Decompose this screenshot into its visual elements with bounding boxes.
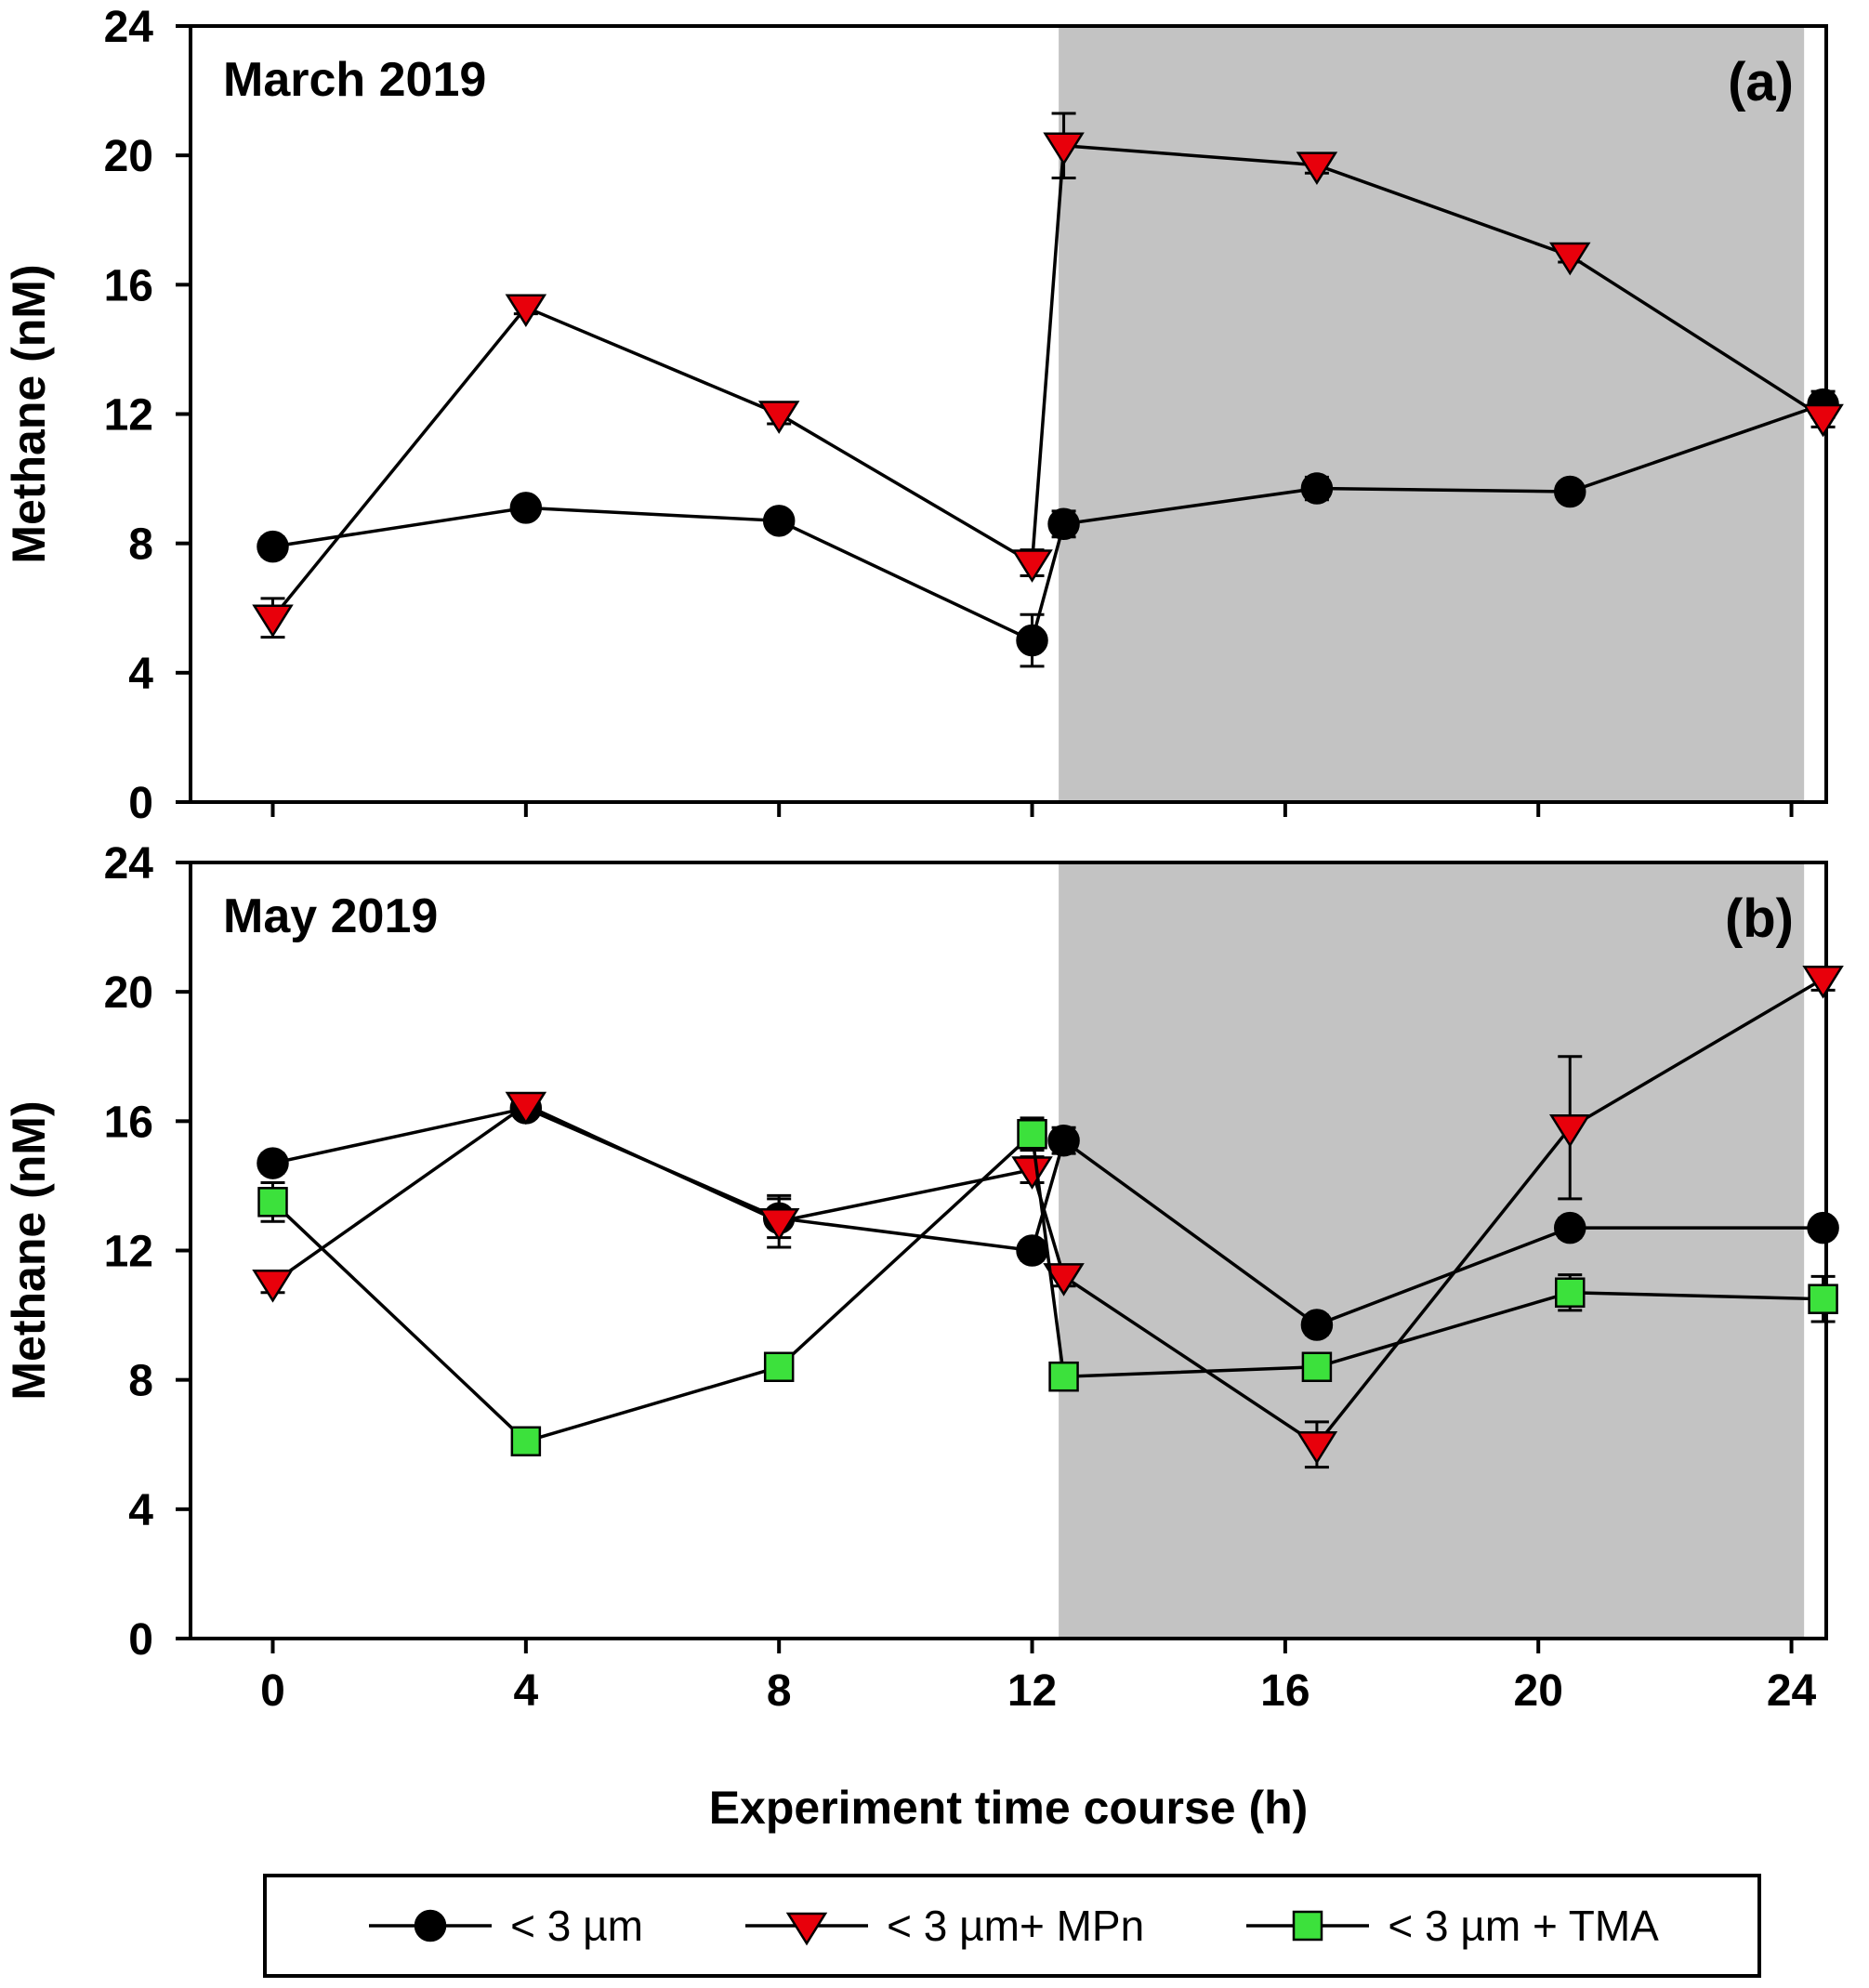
square-legend-icon — [1246, 1910, 1370, 1942]
legend-item: < 3 µm+ MPn — [742, 1900, 1144, 1952]
shaded-night-region — [1059, 26, 1805, 802]
y-tick-label: 4 — [128, 650, 153, 699]
series-3-m-mpn — [252, 966, 1844, 1469]
circle-marker — [762, 505, 796, 537]
circle-marker — [1300, 1309, 1334, 1341]
triangle-down-marker — [1296, 1431, 1338, 1465]
square-marker — [1017, 1119, 1047, 1150]
triangle-down-marker — [1296, 151, 1338, 185]
y-tick-label: 24 — [104, 3, 154, 52]
circle-marker — [1554, 475, 1586, 508]
triangle-down-marker — [1802, 403, 1844, 438]
x-tick-label: 12 — [1007, 1666, 1057, 1716]
square-marker — [1293, 1910, 1323, 1942]
square-marker — [763, 1351, 795, 1382]
y-tick-label: 4 — [128, 1486, 153, 1535]
triangle-down-marker — [1011, 549, 1053, 583]
x-tick-label: 0 — [260, 1666, 285, 1716]
square-marker — [257, 1187, 288, 1218]
legend-item: < 3 µm + TMA — [1243, 1900, 1659, 1952]
panel-title: March 2019 — [223, 53, 486, 107]
series-line — [271, 977, 1824, 1447]
y-tick-label: 24 — [104, 839, 154, 889]
triangle-down-marker — [757, 1207, 800, 1242]
square-marker — [1048, 1361, 1079, 1392]
panel-b: 0 4 8 12 16 20 24 0 4 8 12 16 20 24 Methane (nM) May 20… — [3, 839, 1844, 1716]
x-tick-label: 16 — [1260, 1666, 1310, 1716]
shaded-night-region — [1059, 862, 1805, 1639]
triangle-down-marker — [1802, 966, 1844, 999]
triangle-down-legend-icon — [745, 1912, 869, 1946]
series-3-m-tma — [257, 1116, 1838, 1457]
y-tick-label: 16 — [104, 1098, 153, 1147]
circle-marker — [1300, 472, 1334, 505]
circle-marker — [414, 1909, 447, 1942]
circle-marker — [509, 492, 543, 524]
triangle-down-marker — [505, 294, 547, 328]
legend: < 3 µm < 3 µm+ MPn < 3 µm + TMA — [263, 1874, 1761, 1978]
y-axis-label: Methane (nM) — [3, 1100, 55, 1400]
circle-marker — [257, 1147, 289, 1179]
x-axis-label: Experiment time course (h) — [709, 1782, 1309, 1834]
y-tick-label: 8 — [128, 520, 153, 570]
triangle-down-marker — [252, 1270, 294, 1303]
circle-marker — [1807, 1211, 1839, 1244]
triangle-down-marker — [1549, 1114, 1591, 1148]
triangle-down-marker — [1043, 132, 1085, 166]
y-tick-label: 12 — [104, 391, 153, 441]
square-marker — [1808, 1284, 1838, 1314]
circle-marker — [1047, 1124, 1080, 1157]
legend-item-label: < 3 µm + TMA — [1388, 1902, 1659, 1950]
legend-item-label: < 3 µm+ MPn — [887, 1902, 1145, 1950]
circle-marker — [1016, 1234, 1048, 1267]
triangle-down-marker — [1011, 1156, 1053, 1190]
panel-title: May 2019 — [223, 889, 438, 943]
square-marker — [1301, 1351, 1333, 1382]
y-tick-label: 8 — [128, 1357, 153, 1406]
triangle-down-marker — [505, 1091, 547, 1126]
series-3-m-mpn — [252, 112, 1844, 639]
panel-letter: (b) — [1725, 889, 1794, 949]
x-tick-label: 4 — [513, 1666, 538, 1716]
circle-legend-icon — [369, 1909, 493, 1942]
x-tick-label: 24 — [1767, 1666, 1817, 1716]
legend-item-label: < 3 µm — [510, 1902, 643, 1950]
y-tick-label: 20 — [104, 132, 153, 181]
y-tick-label: 0 — [128, 779, 153, 828]
y-tick-label: 16 — [104, 261, 153, 310]
triangle-down-marker — [1043, 1263, 1085, 1297]
panel-a: 0 4 8 12 16 20 24 Methane (nM) March 2019 (a) — [3, 3, 1844, 828]
square-marker — [1555, 1277, 1586, 1308]
legend-item: < 3 µm — [365, 1900, 643, 1952]
x-tick-label: 8 — [767, 1666, 792, 1716]
circle-marker — [1016, 624, 1048, 657]
triangle-down-marker — [757, 401, 800, 434]
series-line — [272, 402, 1824, 643]
y-tick-label: 0 — [128, 1615, 153, 1665]
x-tick-label: 20 — [1514, 1666, 1563, 1716]
y-tick-label: 12 — [104, 1228, 153, 1277]
triangle-down-marker — [1549, 242, 1591, 276]
panel-letter: (a) — [1728, 52, 1794, 112]
circle-marker — [1047, 507, 1080, 541]
series-line — [272, 1106, 1823, 1327]
series-line — [271, 143, 1824, 619]
circle-marker — [1554, 1211, 1586, 1244]
square-marker — [510, 1426, 542, 1457]
series-line — [271, 1130, 1823, 1443]
circle-marker — [257, 530, 289, 563]
triangle-down-marker — [785, 1912, 828, 1946]
y-axis-label: Methane (nM) — [3, 264, 55, 563]
triangle-down-marker — [252, 604, 294, 639]
y-tick-label: 20 — [104, 968, 153, 1018]
